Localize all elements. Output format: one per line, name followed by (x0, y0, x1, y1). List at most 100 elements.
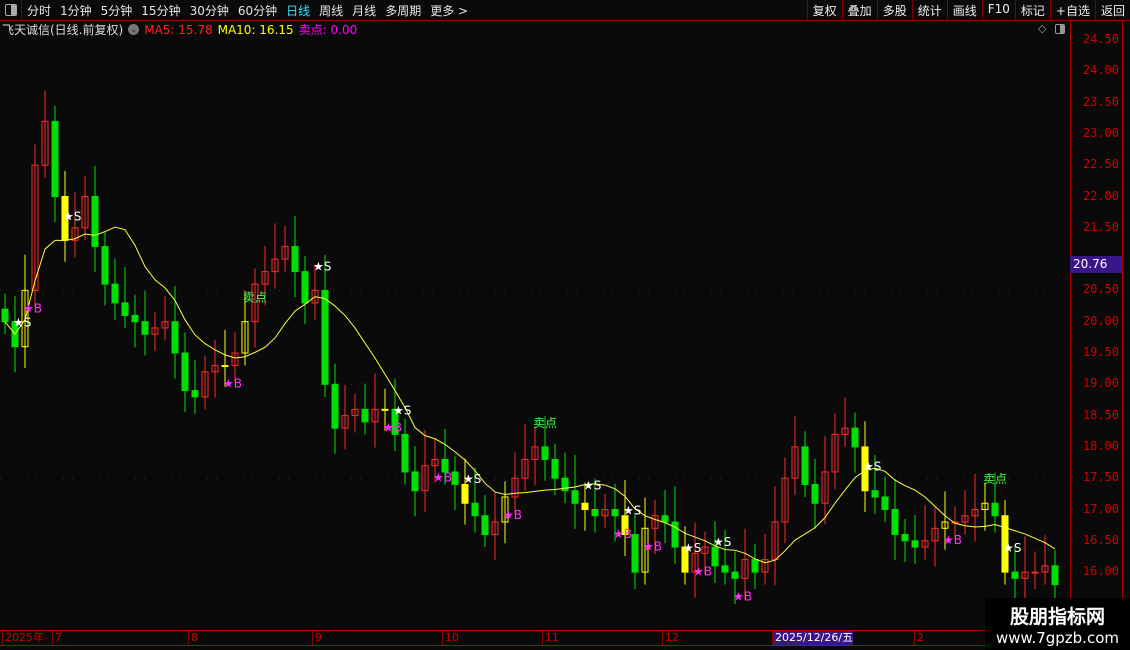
period-tabs: 分时 1分钟 5分钟 15分钟 30分钟 60分钟 日线 周线 月线 多周期 更多 > (27, 2, 468, 19)
period-tab[interactable]: 多周期 (385, 4, 422, 18)
period-tab[interactable]: 15分钟 (141, 4, 181, 18)
candle-body (511, 477, 519, 498)
candle-body (171, 321, 179, 354)
candle-body (261, 271, 269, 285)
candle-body (641, 527, 649, 573)
top-toolbar: 分时 1分钟 5分钟 15分钟 30分钟 60分钟 日线 周线 月线 多周期 更多 > 复权 叠加 多股… (0, 0, 1130, 21)
period-tab[interactable]: 30分钟 (189, 4, 229, 18)
candle-body (501, 496, 509, 523)
signal-marker: ★S (1003, 541, 1021, 555)
price-tick-label: 22.50 (1082, 157, 1119, 172)
candle-body (71, 227, 79, 241)
panel-toggle-icon[interactable] (0, 0, 22, 19)
tool-button[interactable]: 标记 (1014, 0, 1050, 20)
candle-body (741, 559, 749, 579)
candle-body (761, 559, 769, 573)
price-tick-label: 23.50 (1082, 94, 1119, 109)
sell-point-marker: 卖点 (983, 472, 1007, 486)
candle-body (41, 120, 49, 166)
signal-marker: ★B (23, 301, 42, 315)
candle-body (811, 483, 819, 504)
candle-body (341, 415, 349, 429)
candle-body (471, 502, 479, 517)
price-tick-label: 16.50 (1082, 532, 1119, 547)
candle-body (651, 515, 659, 529)
period-tab[interactable]: 月线 (352, 4, 377, 18)
tool-button[interactable]: 多股 (876, 0, 912, 20)
candle-body (1, 308, 9, 323)
watermark-line1: 股朋指标网 (1009, 606, 1105, 628)
signal-marker: ★B (613, 527, 632, 541)
candle-body (321, 289, 329, 385)
dropdown-icon[interactable]: ⌄ (128, 24, 140, 35)
candle-body (301, 271, 309, 304)
watermark-line2: www.7gpzb.com (996, 629, 1119, 647)
candle-body (661, 515, 669, 523)
time-tick-label: 12 (662, 631, 679, 645)
tool-button[interactable]: 画线 (946, 0, 982, 20)
price-tick-label: 19.00 (1082, 376, 1119, 391)
candle-body (181, 352, 189, 392)
tool-button[interactable]: 返回 (1094, 0, 1130, 20)
candle-body (281, 246, 289, 260)
candle-body (191, 390, 199, 398)
candle-body (461, 483, 469, 504)
price-tick-label: 23.00 (1082, 125, 1119, 140)
sell-point-value: 卖点: 0.00 (298, 23, 358, 37)
period-tab[interactable]: 1分钟 (60, 4, 92, 18)
candle-body (871, 490, 879, 498)
period-tab[interactable]: 5分钟 (100, 4, 133, 18)
period-tab[interactable]: 分时 (27, 4, 52, 18)
ma-line (4, 226, 1056, 564)
price-tick-label: 20.00 (1082, 313, 1119, 328)
candle-body (401, 433, 409, 473)
candle-body (451, 471, 459, 485)
candle-body (311, 289, 319, 304)
candle-body (1011, 571, 1019, 579)
candle-body (371, 408, 379, 423)
signal-marker: ★S (63, 209, 81, 223)
price-tick-label: 18.50 (1082, 407, 1119, 422)
time-axis: 2025年 7 8 9 10 11 12 2025/12/26/五 2 (0, 630, 1130, 646)
candle-body (591, 509, 599, 517)
period-tab[interactable]: 更多 > (430, 4, 469, 18)
time-tick-label: 2025年 (2, 631, 44, 645)
signal-marker: ★S (313, 259, 331, 273)
tool-button[interactable]: 复权 (806, 0, 842, 20)
candle-body (581, 502, 589, 510)
candle-body (361, 408, 369, 423)
time-tick-label: 11 (542, 631, 559, 645)
candle-body (611, 509, 619, 517)
tool-button[interactable]: 统计 (911, 0, 947, 20)
diamond-icon[interactable]: ◇ (1038, 22, 1047, 35)
candlestick-chart[interactable]: ★S★B★S★B卖点★S★S★B★B ★S★B卖点★S★S★B★B ★S ★S★B★B… (0, 20, 1070, 630)
period-tab[interactable]: 60分钟 (237, 4, 278, 18)
candle-body (421, 465, 429, 492)
candle-body (201, 371, 209, 398)
tool-button[interactable]: +自选 (1049, 0, 1095, 20)
layout-toggle-icon[interactable] (1055, 24, 1065, 34)
tool-button[interactable]: 叠加 (841, 0, 877, 20)
signal-marker: ★S (583, 479, 601, 493)
candle-body (151, 327, 159, 335)
signal-marker: ★B (503, 508, 522, 522)
candle-body (891, 509, 899, 536)
candle-body (351, 408, 359, 417)
candle-body (701, 546, 709, 554)
candle-body (391, 408, 399, 435)
candle-body (961, 515, 969, 523)
candle-body (681, 546, 689, 573)
period-tab[interactable]: 周线 (319, 4, 344, 18)
candle-body (841, 427, 849, 435)
candle-body (491, 521, 499, 536)
period-tab[interactable]: 日线 (286, 4, 311, 18)
candle-body (1051, 565, 1059, 586)
signal-marker: ★B (693, 564, 712, 578)
time-tick-label: 7 (52, 631, 62, 645)
tool-button[interactable]: F10 (981, 0, 1015, 20)
candle-body (91, 196, 99, 248)
candle-body (251, 283, 259, 323)
signal-marker: ★B (433, 470, 452, 484)
candle-body (441, 458, 449, 473)
price-tick-label: 21.50 (1082, 219, 1119, 234)
